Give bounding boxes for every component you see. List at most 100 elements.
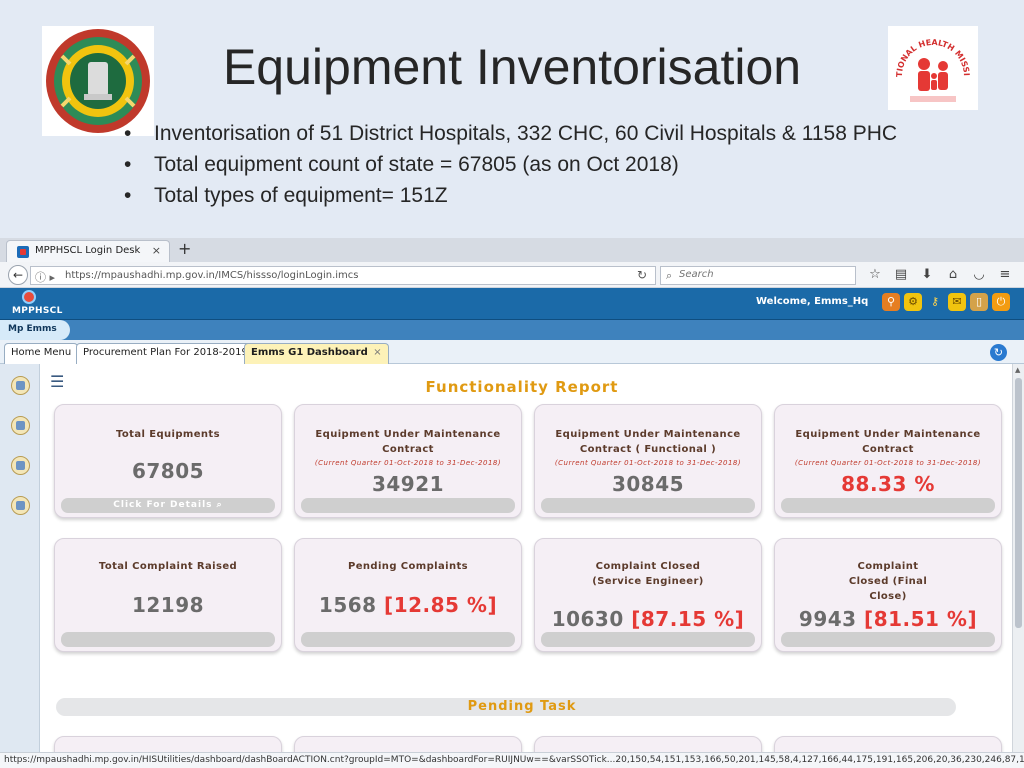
card-footer-bar bbox=[781, 498, 995, 513]
card-subtitle: (Current Quarter 01-Oct-2018 to 31-Dec-2… bbox=[794, 459, 982, 467]
card-footer-bar bbox=[61, 632, 275, 647]
card-footer-bar bbox=[781, 632, 995, 647]
home-icon[interactable]: ⌂ bbox=[948, 267, 958, 282]
close-tab-icon[interactable]: × bbox=[151, 244, 161, 257]
complaint-tool-icon[interactable] bbox=[11, 496, 30, 515]
tab-home-menu[interactable]: Home Menu bbox=[4, 343, 79, 364]
pocket-icon[interactable]: ◡ bbox=[973, 267, 985, 282]
click-for-details-label: Click For Details bbox=[113, 500, 213, 510]
card-value-row: 10630 [87.15 %] bbox=[535, 607, 761, 631]
card-value: 30845 bbox=[611, 472, 685, 496]
browser-navbar: ← ⓘ ▸ https://mpaushadhi.mp.gov.in/IMCS/… bbox=[0, 262, 1024, 288]
pending-task-bar bbox=[56, 698, 956, 716]
national-health-mission-logo-icon: NATIONAL HEALTH MISSION bbox=[885, 19, 978, 110]
dashboard-content: ☰ Functionality Report Total Equipments … bbox=[40, 364, 1010, 768]
mpphscl-logo-icon bbox=[22, 290, 36, 304]
card-value: 9943 bbox=[798, 607, 857, 631]
key-icon[interactable]: ⚷ bbox=[926, 293, 944, 311]
url-text: https://mpaushadhi.mp.gov.in/IMCS/hissso… bbox=[65, 270, 359, 281]
card-value-row: 1568 [12.85 %] bbox=[295, 593, 521, 617]
card-value: 10630 bbox=[551, 607, 624, 631]
magnifier-icon: ⌕ bbox=[216, 500, 223, 510]
tab-procurement-plan-label: Procurement Plan For 2018-2019 bbox=[83, 347, 248, 358]
tab-home-menu-label: Home Menu bbox=[11, 347, 72, 358]
browser-window: MPPHSCL Login Desk × + ← ⓘ ▸ https://mpa… bbox=[0, 238, 1024, 768]
user-label: Mp Emms bbox=[0, 320, 70, 340]
bullet-equipment-count: Total equipment count of state = 67805 (… bbox=[118, 149, 938, 180]
card-subtitle: (Current Quarter 01-Oct-2018 to 31-Dec-2… bbox=[314, 459, 502, 467]
card-maintenance-functional[interactable]: Equipment Under Maintenance Contract ( F… bbox=[534, 404, 762, 518]
card-title: Complaint Closed (Service Engineer) bbox=[592, 561, 704, 587]
browser-search-box[interactable]: ⌕ bbox=[660, 266, 856, 285]
bookmark-star-icon[interactable]: ☆ bbox=[869, 267, 881, 282]
reload-icon[interactable]: ↻ bbox=[636, 268, 647, 282]
scroll-up-icon[interactable]: ▲ bbox=[1015, 366, 1021, 374]
back-arrow-icon[interactable]: ← bbox=[8, 265, 28, 285]
card-percentage: [87.15 %] bbox=[631, 607, 745, 631]
card-maintenance-percentage[interactable]: Equipment Under Maintenance Contract (Cu… bbox=[774, 404, 1002, 518]
card-footer-bar bbox=[301, 632, 515, 647]
vertical-scrollbar[interactable]: ▲ bbox=[1012, 364, 1024, 754]
welcome-text: Welcome, Emms_Hq bbox=[756, 296, 869, 307]
browser-toolbar-icons: ☆ ▤ ⬇ ⌂ ◡ ≡ bbox=[864, 265, 1016, 285]
inventory-tool-icon[interactable] bbox=[11, 456, 30, 475]
address-bar[interactable]: ⓘ ▸ https://mpaushadhi.mp.gov.in/IMCS/hi… bbox=[30, 266, 656, 285]
slide-title: Equipment Inventorisation bbox=[222, 39, 802, 95]
gear-icon[interactable]: ⚙ bbox=[904, 293, 922, 311]
card-closed-service-engineer[interactable]: Complaint Closed (Service Engineer) 1063… bbox=[534, 538, 762, 652]
card-value: 34921 bbox=[371, 472, 445, 496]
app-header: MPPHSCL Welcome, Emms_Hq ⚲ ⚙ ⚷ ✉ ▯ ⏻ bbox=[0, 288, 1024, 320]
tab-emms-dashboard[interactable]: Emms G1 Dashboard × bbox=[244, 343, 389, 364]
card-footer-bar bbox=[541, 632, 755, 647]
mpphscl-logo: MPPHSCL bbox=[12, 290, 62, 318]
hamburger-menu-icon[interactable]: ☰ bbox=[50, 372, 65, 391]
card-total-complaints[interactable]: Total Complaint Raised 12198 bbox=[54, 538, 282, 652]
search-icon: ⌕ bbox=[666, 269, 673, 282]
card-maintenance-contract[interactable]: Equipment Under Maintenance Contract (Cu… bbox=[294, 404, 522, 518]
card-pending-complaints[interactable]: Pending Complaints 1568 [12.85 %] bbox=[294, 538, 522, 652]
browser-tabstrip: MPPHSCL Login Desk × + bbox=[0, 238, 1024, 262]
site-info-icon[interactable]: ⓘ ▸ bbox=[35, 271, 56, 284]
power-off-icon[interactable]: ⏻ bbox=[992, 293, 1010, 311]
card-value: 1568 bbox=[318, 593, 377, 617]
notification-bell-icon[interactable]: ✉ bbox=[948, 293, 966, 311]
report-tool-icon[interactable] bbox=[11, 416, 30, 435]
card-title: Total Complaint Raised bbox=[98, 561, 238, 572]
card-percentage: [12.85 %] bbox=[384, 593, 498, 617]
browser-tab[interactable]: MPPHSCL Login Desk × bbox=[6, 240, 170, 262]
dashboard-workspace: ☰ Functionality Report Total Equipments … bbox=[0, 364, 1024, 768]
card-footer-bar bbox=[541, 498, 755, 513]
scrollbar-thumb[interactable] bbox=[1015, 378, 1022, 628]
browser-tab-title: MPPHSCL Login Desk bbox=[35, 245, 141, 256]
site-favicon-icon bbox=[17, 246, 29, 258]
reading-list-icon[interactable]: ▤ bbox=[894, 267, 908, 282]
dashboard-tool-icon[interactable] bbox=[11, 376, 30, 395]
left-toolbar bbox=[0, 364, 40, 768]
card-value: 67805 bbox=[131, 459, 205, 483]
link-icon[interactable]: ⚲ bbox=[882, 293, 900, 311]
tab-procurement-plan[interactable]: Procurement Plan For 2018-2019 × bbox=[76, 343, 269, 364]
card-closed-final[interactable]: Complaint Closed (Final Close) 9943 [81.… bbox=[774, 538, 1002, 652]
app-tabs: Home Menu Procurement Plan For 2018-2019… bbox=[0, 340, 1024, 364]
nhm-arc-text: NATIONAL HEALTH MISSION bbox=[885, 19, 971, 77]
madhya-pradesh-emblem-icon bbox=[42, 26, 154, 136]
app-logo-text: MPPHSCL bbox=[12, 306, 63, 316]
svg-text:NATIONAL HEALTH MISSION: NATIONAL HEALTH MISSION bbox=[888, 26, 971, 77]
card-value-row: 9943 [81.51 %] bbox=[775, 607, 1001, 631]
bullet-inventorisation: Inventorisation of 51 District Hospitals… bbox=[118, 118, 938, 149]
bullet-equipment-types: Total types of equipment= 151Z bbox=[118, 180, 938, 211]
document-icon[interactable]: ▯ bbox=[970, 293, 988, 311]
card-subtitle: (Current Quarter 01-Oct-2018 to 31-Dec-2… bbox=[554, 459, 742, 467]
close-dashboard-tab-icon[interactable]: × bbox=[373, 347, 382, 358]
refresh-icon[interactable]: ↻ bbox=[990, 344, 1007, 361]
download-icon[interactable]: ⬇ bbox=[921, 267, 933, 282]
card-footer-bar bbox=[301, 498, 515, 513]
click-for-details-button[interactable]: Click For Details ⌕ bbox=[61, 498, 275, 513]
search-input[interactable] bbox=[679, 269, 849, 280]
menu-icon[interactable]: ≡ bbox=[999, 267, 1011, 282]
functionality-report-title: Functionality Report bbox=[425, 378, 619, 396]
new-tab-button[interactable]: + bbox=[178, 239, 192, 258]
pending-task-title: Pending Task bbox=[467, 699, 577, 714]
card-title: Complaint Closed (Final Close) bbox=[848, 561, 928, 602]
card-total-equipments[interactable]: Total Equipments 67805 Click For Details… bbox=[54, 404, 282, 518]
